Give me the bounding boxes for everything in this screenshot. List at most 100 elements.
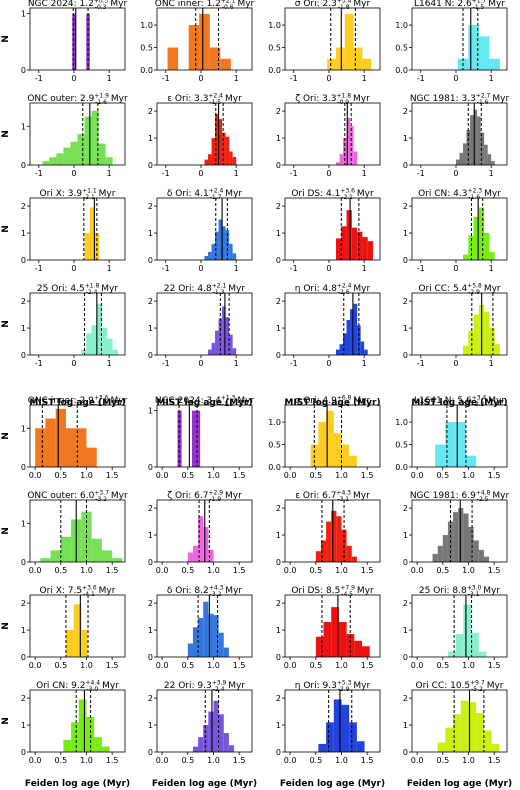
x-tick-label: 0.0 (156, 756, 169, 765)
histogram-bar (35, 428, 46, 467)
histogram-bar (331, 510, 337, 562)
x-tick-label: 1.5 (361, 471, 374, 480)
panel-age-minus: -1.4 (95, 401, 107, 408)
y-tick-label: 1 (276, 531, 281, 540)
panel-age-minus: -4.5 (341, 591, 353, 598)
histogram-bar (86, 447, 97, 468)
histogram-bar (353, 47, 363, 70)
histogram-bar (232, 348, 237, 355)
panel-region-label: ONC inner: 2.9 (28, 396, 94, 406)
histogram-bar (89, 207, 96, 260)
y-axis-label: N (1, 35, 11, 43)
histogram-bar (191, 410, 197, 467)
histogram-bar (78, 699, 87, 752)
histogram-bar (494, 344, 500, 355)
panel-age-plus: +5.3 (337, 680, 352, 687)
panel-frame (29, 689, 126, 753)
y-tick-label: 1 (21, 122, 26, 131)
y-tick-label: 1.0 (395, 418, 408, 427)
histogram-bar (343, 138, 347, 165)
histogram-bar (468, 526, 474, 562)
panel-age-minus: -2.9 (468, 289, 480, 296)
panel-age-unit: Myr (99, 681, 119, 691)
panel-region-label: Ori X: 3.9 (40, 189, 83, 199)
y-tick-label: 0 (276, 653, 281, 662)
panel-age-unit: Myr (108, 94, 128, 104)
histogram-bar (218, 219, 223, 260)
panel-age-minus: -1.6 (477, 99, 489, 106)
x-tick-label: 1.5 (233, 756, 246, 765)
panel-frame (284, 689, 381, 753)
y-axis-label: N (1, 320, 11, 328)
panel-age-minus: -2.9 (338, 686, 350, 693)
x-tick-label: 0.0 (284, 661, 297, 670)
histogram-bar (349, 455, 357, 467)
histogram-bar (213, 615, 219, 657)
histogram-bar (211, 243, 216, 260)
histogram-bar (453, 714, 461, 752)
panel-age-minus: -5.2 (471, 686, 483, 693)
y-tick-label: 0 (148, 161, 153, 170)
x-tick-label: 1 (489, 169, 494, 178)
panel-title: 22 Ori: 9.3+3.9 -2.4 Myr (164, 680, 245, 694)
panel-title: Ori DS: 4.1+3.6 -2.1 Myr (291, 188, 374, 202)
histogram-bar (55, 408, 66, 468)
histogram-bar (478, 207, 485, 260)
histogram-bar (455, 634, 464, 657)
histogram-bar (465, 455, 477, 467)
histogram-bar (336, 238, 342, 260)
panel-age-unit: Myr (350, 94, 370, 104)
panel-age-minus: -0.9 (337, 99, 349, 106)
histogram-panel: NGC 2024: 1.2+0.3 -0.3 Myr -1 0 1 0 1 N (1, 0, 127, 83)
x-tick-label: 0.5 (436, 566, 449, 575)
x-tick-label: 1.0 (335, 661, 348, 670)
histogram-bar (339, 344, 344, 355)
x-tick-label: 0 (198, 74, 203, 83)
panel-age-unit: Myr (481, 189, 501, 199)
histogram-panel: Ori CN: 9.2+4.4 -3.0 Myr 0.0 0.5 1.0 1.5 0 1 2 N (1, 680, 126, 765)
panel-age-plus: +1.8 (85, 283, 100, 290)
x-tick-label: 1 (362, 359, 367, 368)
y-tick-label: 2 (148, 599, 153, 608)
x-tick-label: 1.5 (361, 661, 374, 670)
histogram-bar (225, 136, 230, 165)
panel-age-unit: Myr (222, 491, 242, 501)
panel-age-plus: +1.1 (82, 188, 97, 195)
panel-region-label: δ Ori: 4.1 (167, 189, 209, 199)
y-tick-label: 1 (403, 324, 408, 333)
histogram-bar (468, 25, 479, 70)
panel-age-minus: -1.8 (338, 4, 350, 11)
histogram-bar (105, 157, 113, 165)
histogram-bar (222, 132, 226, 165)
y-tick-label: 1 (21, 721, 26, 730)
panel-region-label: η Ori: 9.3 (295, 681, 337, 691)
histogram-bar (326, 521, 332, 562)
y-tick-label: 2 (21, 694, 26, 703)
y-tick-label: 1 (148, 229, 153, 238)
panel-frame (284, 594, 381, 658)
histogram-bar (204, 255, 209, 260)
y-axis-label: N (1, 432, 11, 440)
x-tick-label: 1 (489, 359, 494, 368)
x-tick-label: 0.0 (29, 566, 42, 575)
panel-title: σ Ori: 2.3+3.4 -1.8 Myr (295, 0, 371, 11)
panel-age-plus: +2.1 (221, 0, 236, 5)
histogram-bar (107, 338, 113, 355)
x-tick-label: 1.5 (233, 661, 246, 670)
panel-frame (156, 689, 253, 753)
histogram-bar (167, 47, 179, 70)
histogram-bar (336, 349, 340, 355)
panel-frame (411, 404, 508, 468)
panel-age-unit: Myr (350, 491, 370, 501)
histogram-bar (229, 151, 233, 165)
x-tick-label: 1.0 (207, 661, 220, 670)
y-tick-label: 1 (148, 531, 153, 540)
histogram-bar (341, 704, 350, 752)
panel-age-plus: +2.7 (476, 93, 491, 100)
panel-region-label: L1641 N: 2.6 (414, 0, 472, 9)
panel-region-label: ONC outer: 2.9 (27, 94, 94, 104)
panel-age-unit: Myr (480, 586, 500, 596)
x-tick-label: 0.0 (156, 471, 169, 480)
histogram-bar (463, 345, 469, 355)
